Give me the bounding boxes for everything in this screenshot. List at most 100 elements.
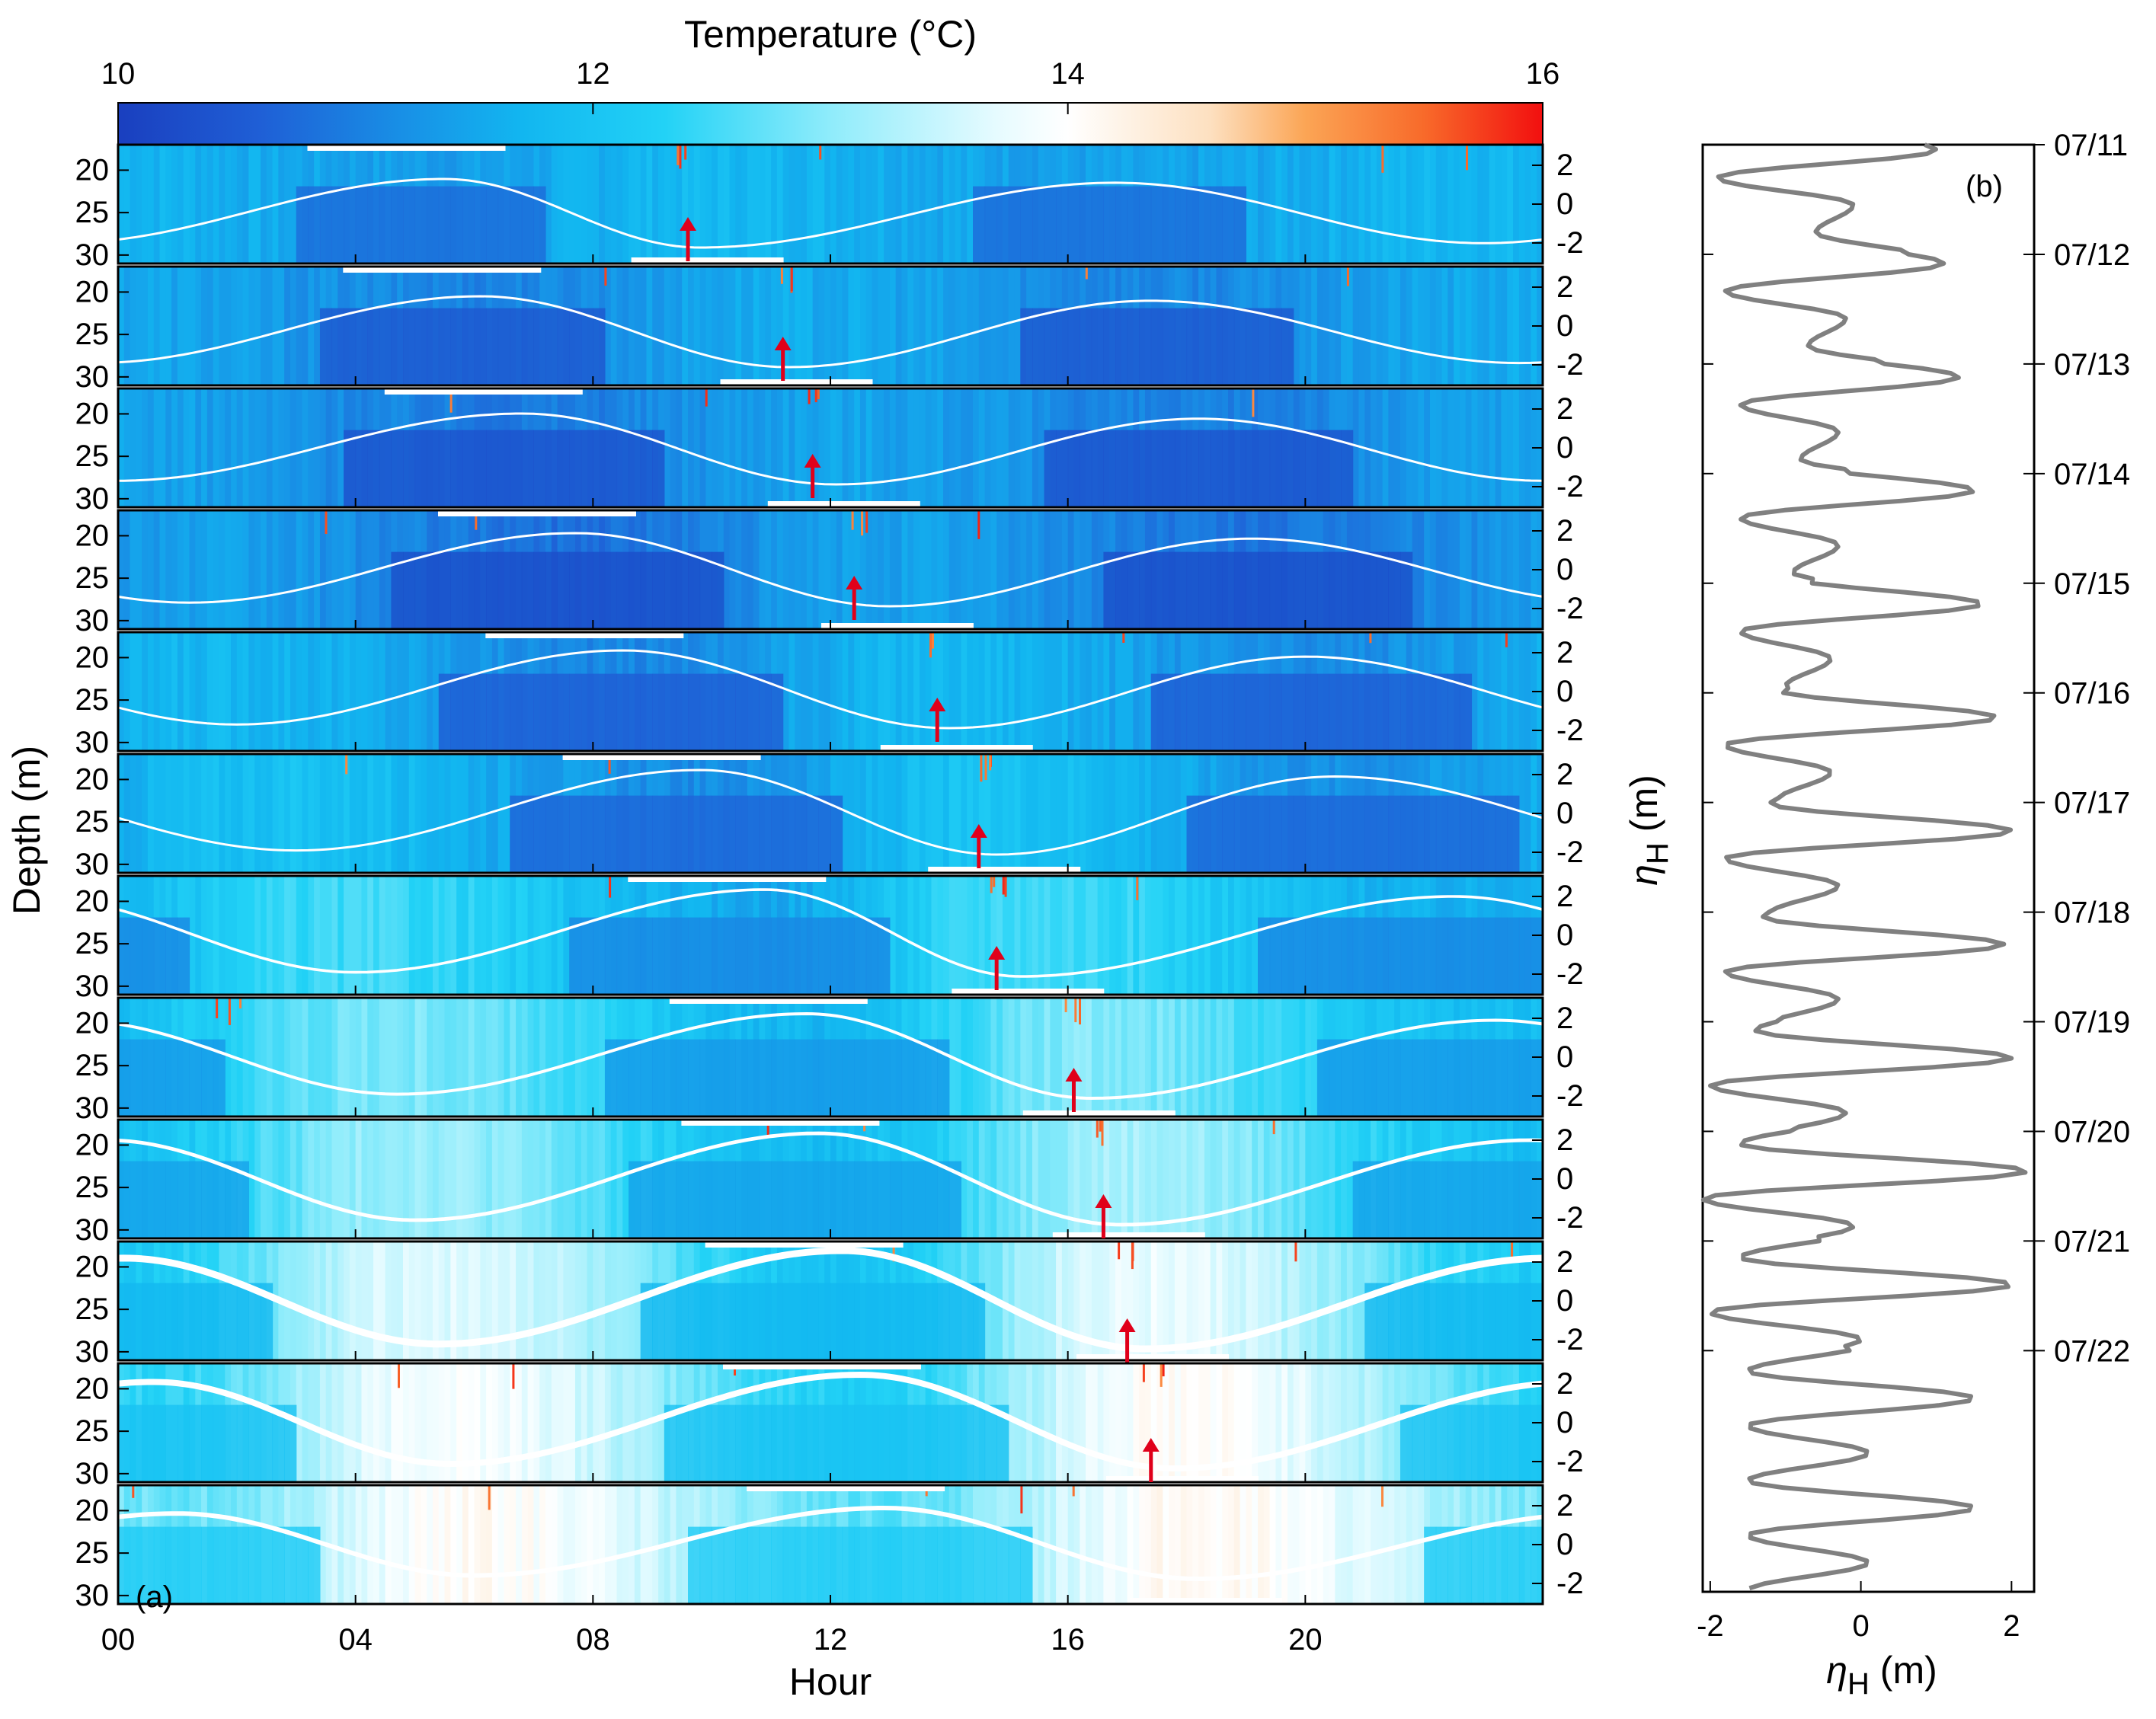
cold-water-band bbox=[379, 430, 392, 507]
temperature-strip bbox=[735, 145, 742, 264]
temperature-strip bbox=[1518, 267, 1526, 385]
temperature-strip bbox=[159, 754, 166, 873]
temperature-strip bbox=[296, 754, 303, 873]
temperature-strip bbox=[652, 1485, 659, 1604]
temperature-strip bbox=[670, 145, 677, 264]
cold-water-band bbox=[1341, 917, 1354, 995]
cold-water-band bbox=[712, 551, 725, 629]
cold-water-band bbox=[913, 1526, 926, 1604]
cold-water-band bbox=[1341, 1039, 1354, 1117]
temperature-strip bbox=[486, 998, 493, 1117]
depth-tick-label: 20 bbox=[75, 1128, 110, 1161]
cold-water-band bbox=[1424, 1526, 1437, 1604]
temperature-strip bbox=[1163, 1241, 1169, 1360]
temperature-strip bbox=[236, 388, 244, 507]
eta-tick-label: -2 bbox=[1556, 226, 1584, 260]
temperature-strip bbox=[557, 1363, 564, 1482]
temperature-strip bbox=[385, 510, 392, 629]
temperature-strip bbox=[1097, 754, 1105, 873]
temperature-strip bbox=[1008, 388, 1016, 507]
cold-water-band bbox=[878, 917, 891, 995]
cold-water-band bbox=[1400, 795, 1413, 873]
temperature-strip bbox=[136, 145, 142, 264]
cold-water-band bbox=[688, 795, 701, 873]
temperature-strip bbox=[497, 1241, 505, 1360]
temperature-strip bbox=[801, 267, 808, 385]
temperature-strip bbox=[664, 145, 671, 264]
cold-water-band bbox=[913, 1404, 926, 1482]
cold-water-band bbox=[450, 673, 463, 751]
temperature-strip bbox=[1447, 510, 1454, 629]
temperature-strip bbox=[1233, 1120, 1241, 1238]
temperature-strip bbox=[1341, 145, 1348, 264]
temperature-strip bbox=[302, 632, 309, 751]
temperature-strip bbox=[563, 876, 570, 995]
cold-water-band bbox=[1186, 551, 1199, 629]
cold-water-band bbox=[1507, 1526, 1520, 1604]
cold-water-band bbox=[1316, 917, 1330, 995]
cold-water-band bbox=[130, 1283, 142, 1360]
cold-water-band bbox=[712, 917, 725, 995]
temperature-strip bbox=[765, 267, 772, 385]
temperature-strip bbox=[747, 388, 754, 507]
cold-water-band bbox=[616, 795, 629, 873]
temperature-strip bbox=[308, 632, 315, 751]
temperature-strip bbox=[1329, 1485, 1336, 1604]
temperature-strip bbox=[225, 754, 232, 873]
cold-water-band bbox=[1115, 430, 1128, 507]
temperature-strip bbox=[1044, 998, 1051, 1117]
eta-tick-label: 0 bbox=[1556, 187, 1573, 221]
warm-intrusion bbox=[488, 1485, 491, 1510]
temperature-strip bbox=[408, 998, 416, 1117]
temperature-strip bbox=[1281, 998, 1288, 1117]
temperature-strip bbox=[1067, 1363, 1075, 1482]
temperature-strip bbox=[1020, 876, 1027, 995]
warm-intrusion bbox=[1346, 267, 1349, 286]
eta-x-tick-label: -2 bbox=[1697, 1609, 1724, 1643]
cold-water-band bbox=[189, 1404, 202, 1482]
cold-water-band bbox=[533, 186, 546, 264]
cold-water-band bbox=[688, 1161, 701, 1238]
cold-water-band bbox=[616, 551, 629, 629]
cold-water-band bbox=[830, 1404, 843, 1482]
temperature-strip bbox=[385, 1363, 392, 1482]
temperature-strip bbox=[984, 267, 991, 385]
cold-water-band bbox=[676, 551, 689, 629]
cold-water-band bbox=[1400, 1283, 1413, 1360]
cold-water-band bbox=[747, 795, 760, 873]
cold-water-band bbox=[984, 186, 997, 264]
cold-water-band bbox=[723, 1039, 736, 1117]
cold-water-band bbox=[510, 551, 523, 629]
temperature-strip bbox=[978, 632, 986, 751]
temperature-strip bbox=[693, 388, 701, 507]
cold-water-band bbox=[427, 551, 440, 629]
cold-water-band bbox=[177, 1526, 190, 1604]
temperature-strip bbox=[545, 1363, 552, 1482]
temperature-strip bbox=[830, 632, 837, 751]
temperature-strip bbox=[1180, 1241, 1188, 1360]
cold-water-band bbox=[1341, 551, 1354, 629]
cold-water-band bbox=[878, 1283, 891, 1360]
cold-water-band bbox=[1435, 673, 1448, 751]
temperature-strip bbox=[397, 1363, 404, 1482]
temperature-strip bbox=[1133, 632, 1140, 751]
temperature-strip bbox=[1412, 267, 1419, 385]
cold-water-band bbox=[1305, 673, 1318, 751]
cold-water-band bbox=[806, 1039, 820, 1117]
temperature-strip bbox=[1293, 1363, 1300, 1482]
temperature-strip bbox=[385, 998, 392, 1117]
temperature-strip bbox=[1086, 876, 1092, 995]
temperature-strip bbox=[1233, 998, 1241, 1117]
temperature-strip bbox=[421, 754, 427, 873]
temperature-strip bbox=[510, 1241, 517, 1360]
temperature-strip bbox=[1263, 1120, 1271, 1238]
temperature-strip bbox=[782, 145, 790, 264]
temperature-strip bbox=[889, 876, 897, 995]
temperature-strip bbox=[1477, 510, 1484, 629]
temperature-strip bbox=[314, 1241, 321, 1360]
temperature-strip bbox=[1091, 510, 1099, 629]
cold-water-band bbox=[1352, 1161, 1365, 1238]
cold-water-band bbox=[1316, 795, 1330, 873]
cold-water-band bbox=[1150, 430, 1163, 507]
temperature-strip bbox=[438, 1485, 446, 1604]
